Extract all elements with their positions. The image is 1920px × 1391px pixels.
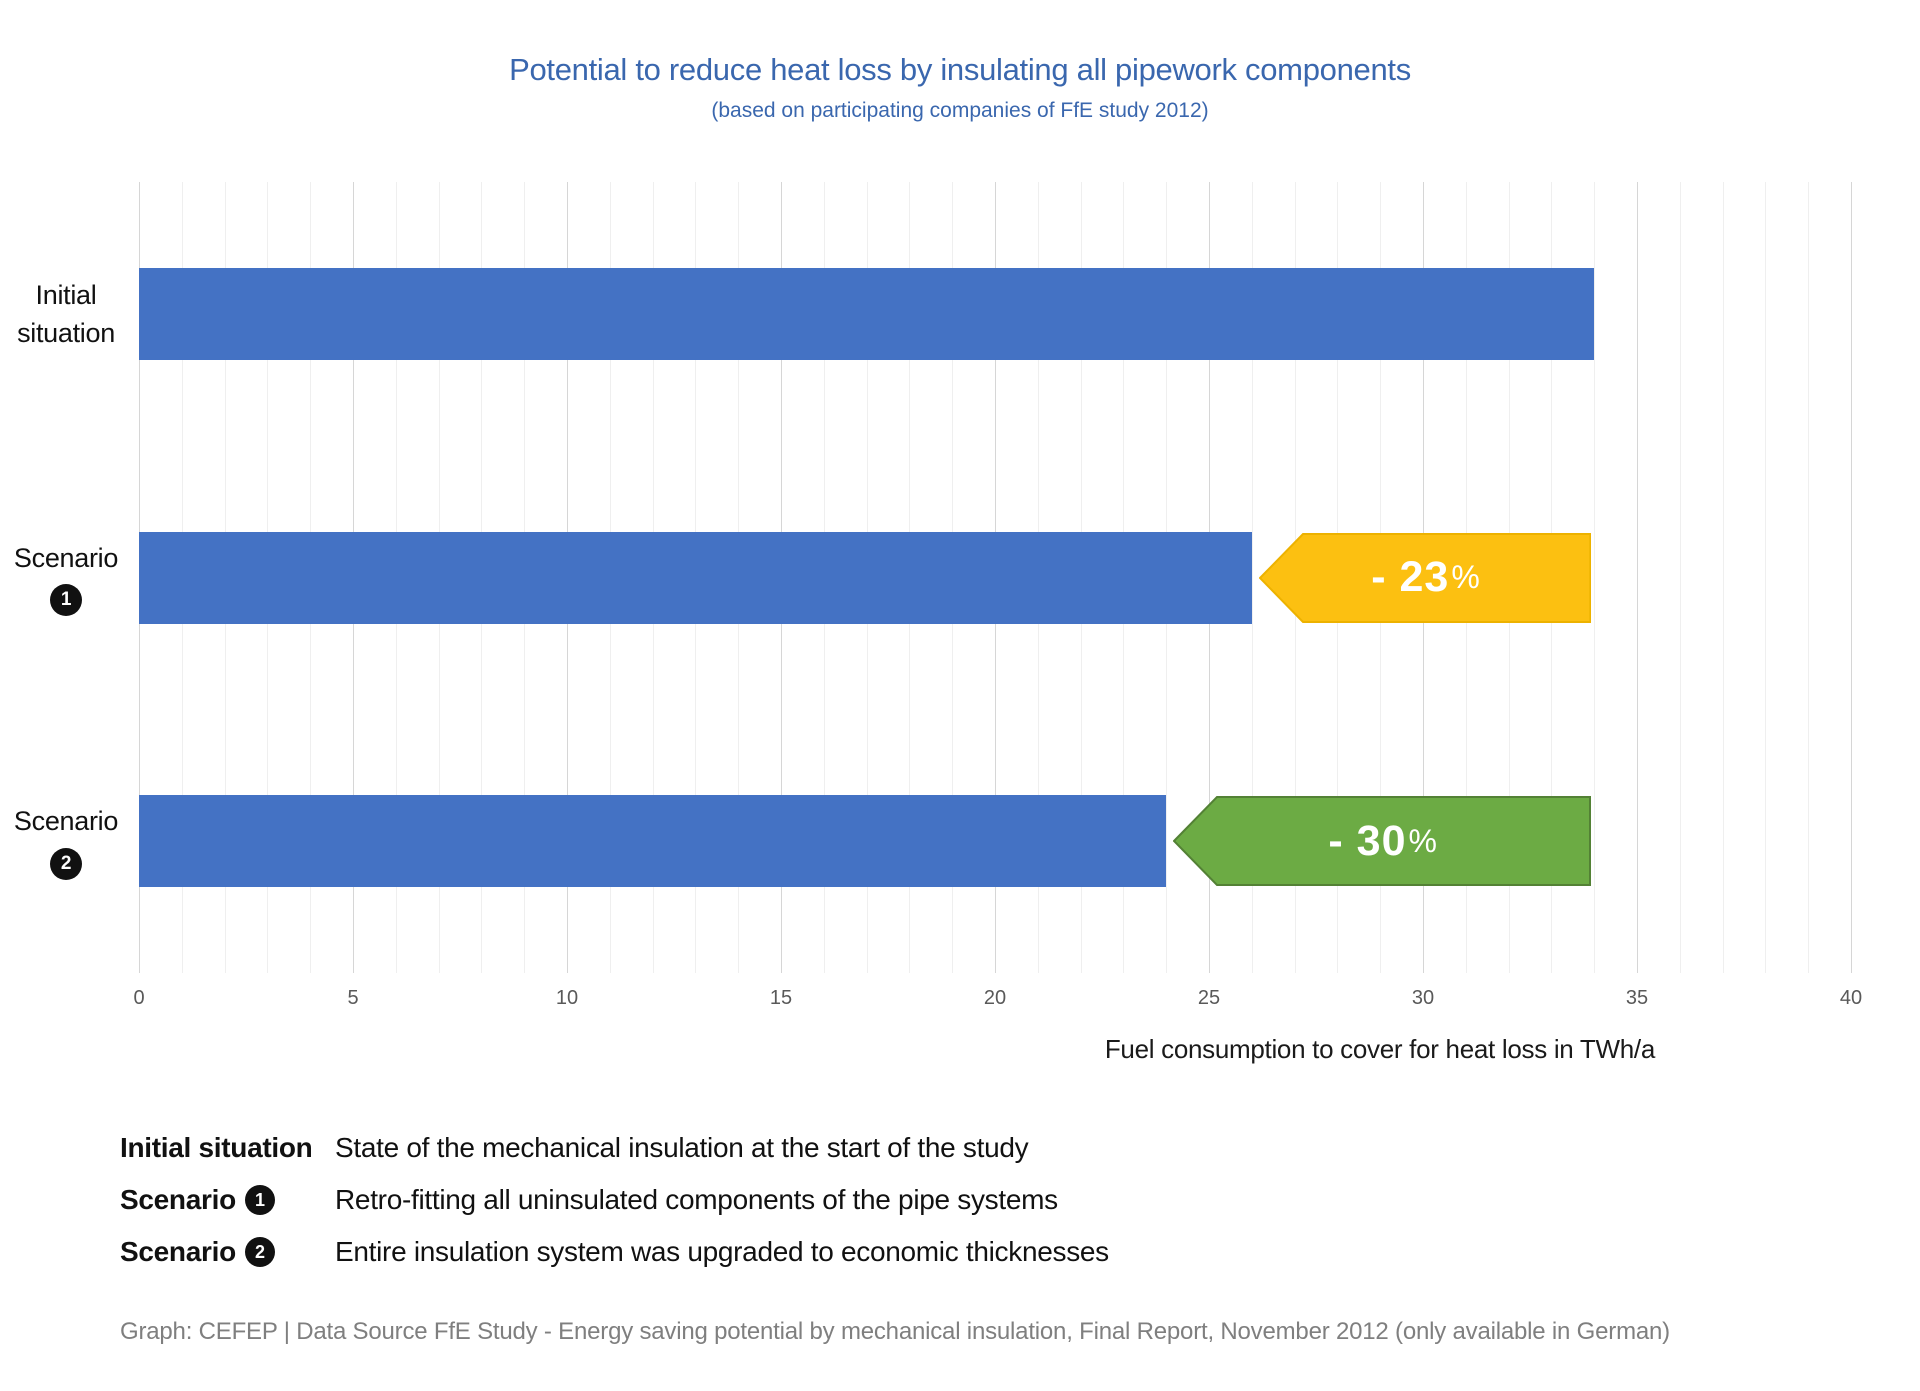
chart-title: Potential to reduce heat loss by insulat… xyxy=(509,52,1411,87)
legend-description: Entire insulation system was upgraded to… xyxy=(335,1236,1109,1267)
legend-term-text: Initial situation xyxy=(120,1132,313,1163)
chart-header: Potential to reduce heat loss by insulat… xyxy=(0,52,1920,123)
gridline xyxy=(1679,182,1681,973)
legend-term: Initial situation xyxy=(120,1132,335,1164)
x-tick-label: 30 xyxy=(1411,987,1435,1009)
legend-term-text: Scenario xyxy=(120,1236,236,1267)
bar-scenario-1 xyxy=(139,531,1252,624)
x-tick-label: 0 xyxy=(133,987,145,1009)
x-tick-label: 25 xyxy=(1197,987,1221,1009)
reduction-percentage: - 30% xyxy=(1217,795,1591,887)
x-tick-label: 40 xyxy=(1839,987,1863,1009)
bar-scenario-2 xyxy=(139,795,1167,888)
x-tick-label: 20 xyxy=(983,987,1007,1009)
gridline xyxy=(1722,182,1724,973)
x-tick-label: 35 xyxy=(1625,987,1649,1009)
gridline xyxy=(1851,182,1852,973)
category-label-scenario-2: Scenario 2 xyxy=(0,802,132,880)
reduction-arrow-scenario-2: - 30% xyxy=(1173,795,1592,887)
legend-description: Retro-fitting all uninsulated components… xyxy=(335,1184,1058,1215)
category-label-scenario-1: Scenario 1 xyxy=(0,539,132,616)
reduction-value: - 30 xyxy=(1328,816,1407,865)
legend-description: State of the mechanical insulation at th… xyxy=(335,1132,1029,1163)
x-tick-label: 15 xyxy=(769,987,793,1009)
gridline xyxy=(1808,182,1810,973)
x-axis-label: Fuel consumption to cover for heat loss … xyxy=(1104,1034,1655,1064)
legend-term: Scenario 2 xyxy=(120,1236,335,1268)
x-tick-label: 5 xyxy=(347,987,359,1009)
gridline xyxy=(1637,182,1638,973)
legend-term-text: Scenario xyxy=(120,1184,236,1215)
category-label-line: situation xyxy=(17,317,115,348)
scenario-number-badge: 2 xyxy=(244,1237,275,1267)
percent-sign: % xyxy=(1451,559,1481,595)
scenario-number-badge: 1 xyxy=(244,1185,275,1215)
plot-area: 0 5 10 15 20 25 30 35 40 Initial situation Scenario… xyxy=(14,182,1862,1009)
chart-subtitle: (based on participating companies of FfE… xyxy=(711,99,1209,122)
source-note: Graph: CEFEP | Data Source FfE Study - E… xyxy=(120,1318,1670,1345)
reduction-arrow-scenario-1: - 23% xyxy=(1258,532,1592,624)
scenario-number-badge: 1 xyxy=(50,583,82,616)
legend-row: Scenario 1 Retro-fitting all uninsulated c… xyxy=(120,1174,1109,1226)
legend-row: Initial situation State of the mechanical… xyxy=(120,1122,1109,1174)
bar-initial-situation xyxy=(139,267,1595,360)
legend-term: Scenario 1 xyxy=(120,1184,335,1216)
reduction-value: - 23 xyxy=(1371,553,1450,601)
x-tick-label: 10 xyxy=(555,987,579,1009)
category-label-line: Scenario xyxy=(13,806,119,837)
percent-sign: % xyxy=(1408,822,1438,859)
legend: Initial situation State of the mechanical… xyxy=(120,1122,1109,1278)
arrow-shape xyxy=(1258,532,1592,623)
gridline xyxy=(1594,182,1596,973)
category-label-line: Scenario xyxy=(13,542,119,573)
gridline xyxy=(1765,182,1767,973)
category-label-initial-situation: Initial situation xyxy=(0,276,132,352)
reduction-percentage: - 23% xyxy=(1303,532,1591,624)
legend-row: Scenario 2 Entire insulation system was up… xyxy=(120,1226,1109,1278)
scenario-number-badge: 2 xyxy=(50,847,82,880)
arrow-shape xyxy=(1173,796,1592,887)
category-label-line: Initial xyxy=(35,279,97,310)
gridline xyxy=(1251,182,1253,973)
